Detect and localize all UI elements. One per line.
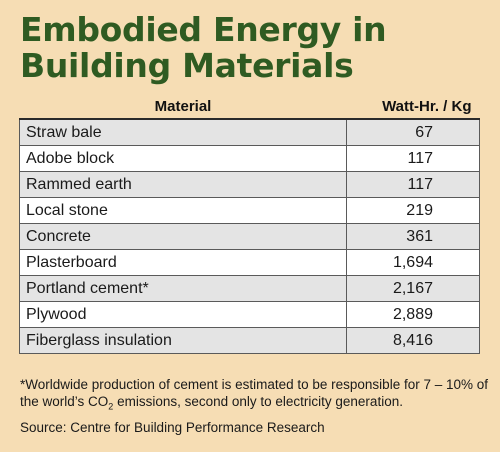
table-row: Adobe block 117	[19, 145, 480, 172]
table-row: Plywood 2,889	[19, 301, 480, 328]
material-cell: Rammed earth	[19, 171, 347, 198]
chart-title: Embodied Energy in Building Materials	[20, 12, 490, 84]
table-row: Fiberglass insulation 8,416	[19, 327, 480, 354]
chart-title-line-1: Embodied Energy in	[20, 10, 387, 49]
table-body: Straw bale 67 Adobe block 117 Rammed earth 11…	[19, 118, 480, 354]
value-cell: 1,694	[346, 249, 480, 276]
material-cell: Adobe block	[19, 145, 347, 172]
source-credit: Source: Centre for Building Performance …	[20, 420, 325, 435]
value-cell: 2,167	[346, 275, 480, 302]
value-cell: 117	[346, 171, 480, 198]
material-cell: Straw bale	[19, 118, 347, 146]
column-header-material: Material	[19, 94, 347, 120]
table-header-row: Material Watt-Hr. / Kg	[19, 94, 480, 120]
material-cell: Plasterboard	[19, 249, 347, 276]
material-cell: Concrete	[19, 223, 347, 250]
material-cell: Portland cement*	[19, 275, 347, 302]
chart-title-line-2: Building Materials	[20, 46, 354, 85]
value-cell: 8,416	[346, 327, 480, 354]
material-cell: Fiberglass insulation	[19, 327, 347, 354]
value-cell: 117	[346, 145, 480, 172]
table-row: Plasterboard 1,694	[19, 249, 480, 276]
table-row: Local stone 219	[19, 197, 480, 224]
value-cell: 67	[346, 118, 480, 146]
footnote: *Worldwide production of cement is estim…	[20, 376, 495, 412]
column-header-watt-hr-per-kg: Watt-Hr. / Kg	[346, 94, 480, 120]
footnote-text: *Worldwide production of cement is estim…	[20, 377, 489, 409]
footnote-subscript: 2	[108, 401, 114, 412]
material-cell: Local stone	[19, 197, 347, 224]
table-row: Rammed earth 117	[19, 171, 480, 198]
table-row: Concrete 361	[19, 223, 480, 250]
material-cell: Plywood	[19, 301, 347, 328]
footnote-text-end: emissions, second only to electricity ge…	[113, 394, 403, 409]
value-cell: 219	[346, 197, 480, 224]
table-row: Straw bale 67	[19, 118, 480, 146]
table-row: Portland cement* 2,167	[19, 275, 480, 302]
value-cell: 361	[346, 223, 480, 250]
energy-table: Material Watt-Hr. / Kg Straw bale 67 Adobe…	[19, 94, 480, 354]
value-cell: 2,889	[346, 301, 480, 328]
